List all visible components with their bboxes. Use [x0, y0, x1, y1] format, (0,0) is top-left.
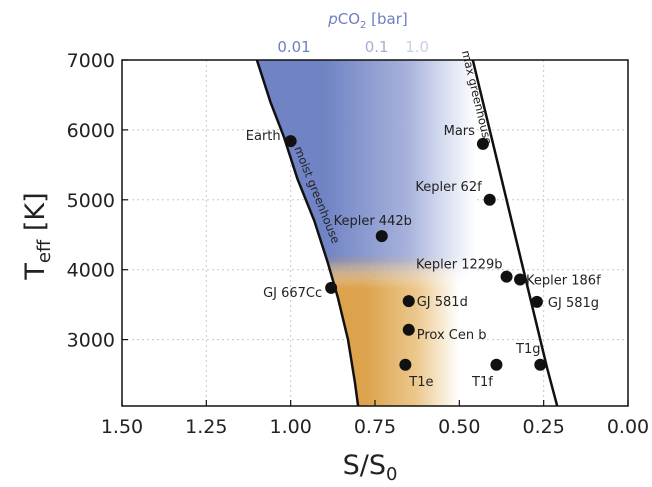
planet-labels: Earth Mars Kepler 62f Kepler 442b Kepler 122… — [246, 124, 601, 390]
max-greenhouse-curve — [471, 60, 559, 406]
label-mars: Mars — [444, 124, 476, 139]
label-earth: Earth — [246, 129, 281, 144]
x-axis: 1.50 1.25 1.00 0.75 0.50 0.25 0.00 — [101, 400, 649, 438]
label-kepler-442b: Kepler 442b — [334, 214, 412, 229]
point-kepler-442b — [375, 230, 388, 243]
label-gj-581g: GJ 581g — [548, 296, 599, 311]
top-tick-label: 0.01 — [277, 38, 310, 56]
top-tick-label: 1.0 — [405, 38, 429, 56]
label-gj-581d: GJ 581d — [417, 295, 468, 310]
curves — [255, 60, 559, 406]
y-tick-label: 6000 — [67, 120, 115, 142]
label-kepler-1229b: Kepler 1229b — [416, 258, 503, 273]
point-kepler-62f — [483, 193, 496, 206]
x-tick-label: 0.00 — [607, 416, 649, 438]
point-earth — [284, 135, 297, 148]
cold-orange-region — [256, 60, 477, 406]
x-axis-title: S/S0 — [343, 450, 398, 485]
y-axis: 3000 4000 5000 6000 7000 — [67, 50, 128, 352]
top-axis-title: pCO2 [bar] — [327, 10, 408, 31]
label-t1f: T1f — [471, 375, 493, 390]
point-t1f — [490, 358, 503, 371]
point-kepler-1229b — [500, 270, 513, 283]
y-tick-label: 4000 — [67, 260, 115, 282]
label-t1g: T1g — [515, 342, 540, 357]
y-tick-label: 5000 — [67, 190, 115, 212]
point-kepler-186f — [514, 273, 527, 286]
x-tick-label: 1.50 — [101, 416, 143, 438]
point-prox-cen-b — [402, 323, 415, 336]
x-tick-label: 0.25 — [523, 416, 565, 438]
x-tick-label: 0.50 — [438, 416, 480, 438]
point-gj-581d — [402, 295, 415, 308]
label-gj-667cc: GJ 667Cc — [263, 286, 322, 301]
point-gj-581g — [530, 295, 543, 308]
label-prox-cen-b: Prox Cen b — [417, 328, 487, 343]
label-kepler-62f: Kepler 62f — [415, 180, 482, 195]
y-axis-title: Teff [K] — [20, 192, 55, 280]
point-mars — [476, 137, 489, 150]
moist-greenhouse-curve — [255, 60, 360, 406]
x-tick-label: 1.00 — [270, 416, 312, 438]
label-kepler-186f: Kepler 186f — [526, 273, 601, 288]
x-tick-label: 0.75 — [354, 416, 396, 438]
grid-lines — [122, 60, 628, 406]
y-tick-label: 3000 — [67, 330, 115, 352]
top-tick-label: 0.1 — [365, 38, 389, 56]
label-t1e: T1e — [408, 375, 433, 390]
point-t1e — [399, 358, 412, 371]
top-axis: 0.01 0.1 1.0 — [277, 38, 429, 56]
y-tick-label: 7000 — [67, 50, 115, 72]
co2-regions — [256, 60, 477, 406]
x-tick-label: 1.25 — [185, 416, 227, 438]
planet-points — [284, 135, 547, 371]
point-gj-667cc — [325, 281, 338, 294]
point-t1g — [534, 358, 547, 371]
